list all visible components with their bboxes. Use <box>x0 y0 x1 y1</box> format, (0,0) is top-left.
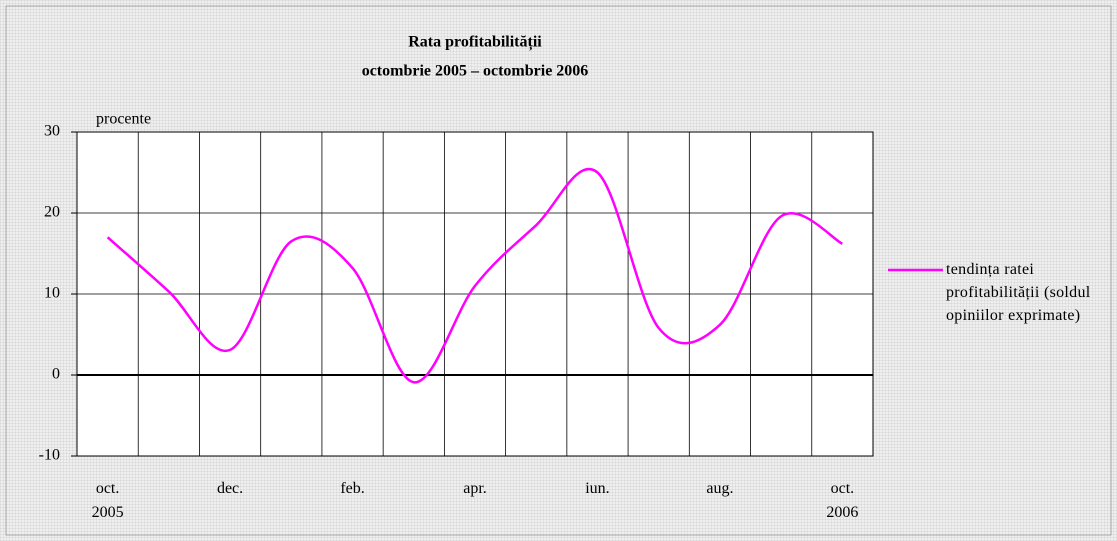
series-line <box>106 168 844 384</box>
y-tick-label: 20 <box>44 204 60 221</box>
x-tick-label: oct. 2006 <box>826 480 859 521</box>
frame <box>5 5 1112 536</box>
x-tick-label: iun. <box>585 480 610 497</box>
y-tick-label: 10 <box>44 285 60 302</box>
y-axis-label: procente <box>96 111 151 128</box>
y-tick-label: 0 <box>52 366 60 383</box>
y-tick-label: 30 <box>44 123 60 140</box>
chart-title: Rata profitabilității <box>408 34 542 52</box>
y-tick-label: -10 <box>39 447 60 464</box>
x-tick-label: oct. 2005 <box>91 480 124 521</box>
x-tick-label: aug. <box>706 480 734 497</box>
chart-subtitle: octombrie 2005 – octombrie 2006 <box>362 63 589 80</box>
legend-label: tendința ratei profitabilității (soldul … <box>946 261 1091 324</box>
x-tick-label: dec. <box>216 480 244 497</box>
x-tick-label: feb. <box>340 480 365 497</box>
x-tick-label: apr. <box>463 480 487 497</box>
